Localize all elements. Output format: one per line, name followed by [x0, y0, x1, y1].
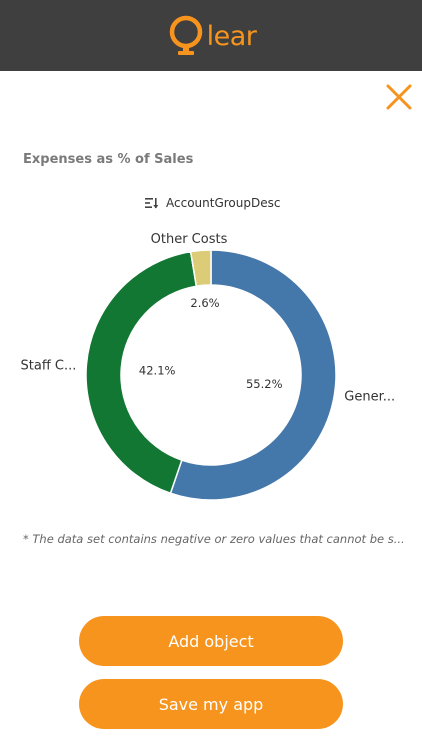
chart-title: Expenses as % of Sales [23, 152, 194, 167]
legend[interactable]: AccountGroupDesc [145, 196, 280, 210]
app-header: lear [0, 0, 422, 71]
qlear-logo: lear [166, 14, 257, 58]
slice-percent-label: 2.6% [190, 296, 219, 310]
slice-category-label: Staff C... [21, 359, 77, 374]
footnote: * The data set contains negative or zero… [23, 532, 403, 546]
save-app-button[interactable]: Save my app [79, 679, 343, 729]
slice-percent-label: 42.1% [139, 364, 176, 378]
donut-chart[interactable]: 55.2% Gener... 42.1% Staff C... 2.6% Other Co… [0, 225, 422, 515]
logo-text: lear [206, 20, 257, 52]
add-object-button[interactable]: Add object [79, 616, 343, 666]
slice-category-label: Other Costs [151, 232, 228, 247]
slice-percent-label: 55.2% [246, 377, 283, 391]
donut-slice[interactable] [169, 249, 337, 501]
legend-title: AccountGroupDesc [166, 196, 281, 210]
donut-slice[interactable] [189, 249, 212, 288]
logo-q-icon [166, 14, 206, 58]
close-icon [386, 84, 412, 110]
donut-slice[interactable] [85, 250, 198, 495]
slice-category-label: Gener... [344, 390, 395, 405]
close-button[interactable] [384, 82, 414, 112]
list-filter-icon [145, 198, 159, 209]
